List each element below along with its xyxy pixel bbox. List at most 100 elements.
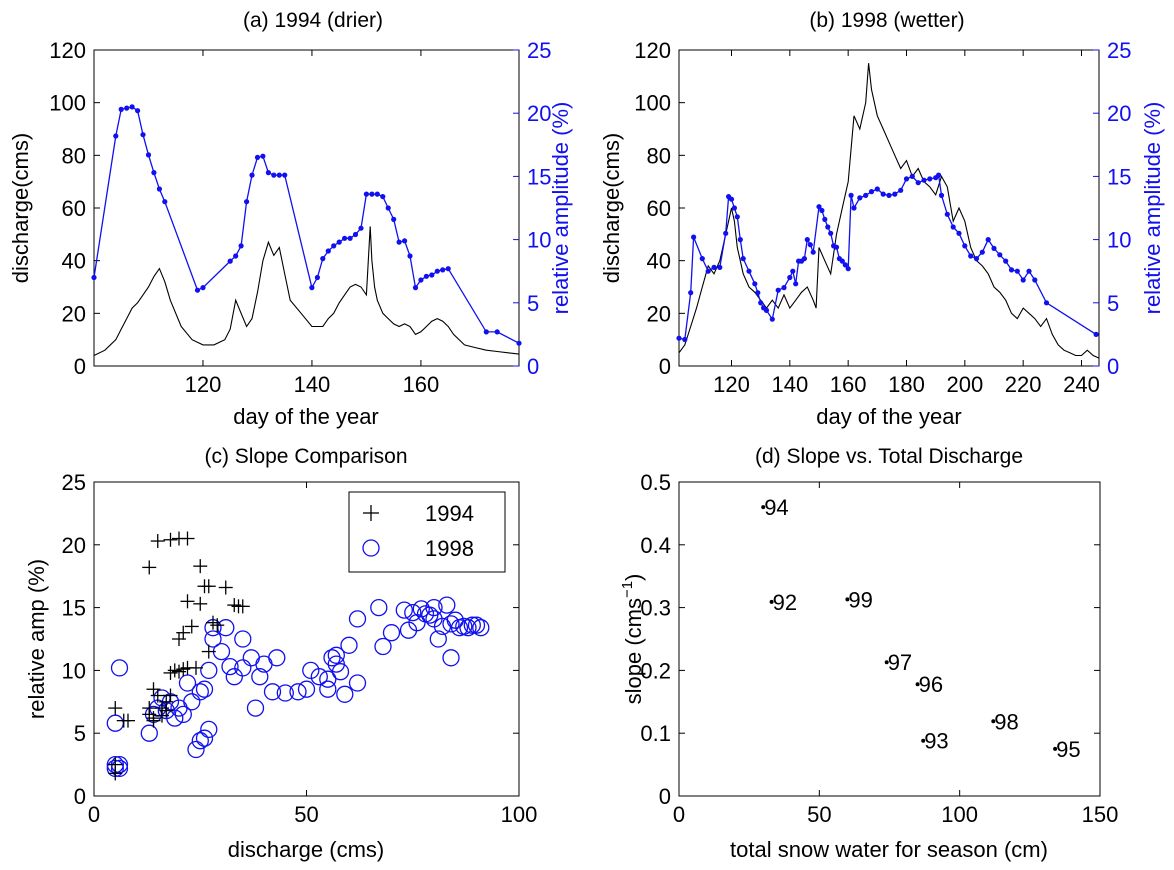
legend-1998-marker (362, 539, 380, 557)
scatter-point-1998 (348, 610, 367, 628)
relative-amplitude-point (320, 256, 326, 262)
relative-amplitude-point (956, 230, 962, 236)
y-tick-label: 20 (62, 533, 86, 558)
panel-a-title: (a) 1994 (drier) (243, 9, 383, 32)
x-tick-label: 100 (941, 802, 978, 827)
relative-amplitude-point (358, 225, 364, 231)
y-tick-label: 10 (62, 658, 86, 683)
y-right-tick-label: 20 (527, 101, 551, 126)
relative-amplitude-point (118, 106, 124, 112)
scatter-point-1998 (166, 709, 184, 727)
relative-amplitude-point (151, 170, 157, 176)
relative-amplitude-point (845, 266, 851, 272)
relative-amplitude-point (968, 253, 974, 259)
scatter-point-1998 (242, 649, 260, 667)
scatter-point-1998 (327, 646, 345, 664)
year-point (915, 682, 920, 687)
relative-amplitude-point (440, 267, 446, 273)
x-tick-label: 0 (88, 802, 100, 827)
scatter-point-1994 (108, 757, 123, 772)
panel-b-ylabel: discharge(cms) (599, 133, 624, 283)
relative-amplitude-point (276, 172, 282, 178)
year-point (761, 505, 766, 510)
scatter-point-1998 (191, 683, 209, 701)
y-right-tick-label: 25 (527, 38, 551, 63)
panel-d-series: 94 92 99 97 96 93 98 95 (761, 495, 1081, 762)
panel-d-title: (d) Slope vs. Total Discharge (755, 445, 1023, 468)
relative-amplitude-point (991, 245, 997, 251)
scatter-point-1994 (193, 559, 208, 574)
relative-amplitude-point (396, 239, 402, 245)
scatter-point-1998 (234, 659, 252, 677)
panel-a-ylabel: discharge(cms) (8, 133, 33, 283)
scatter-point-1998 (195, 680, 214, 698)
relative-amplitude-point (787, 274, 793, 281)
scatter-point-1998 (263, 683, 282, 701)
scatter-point-1998 (195, 729, 214, 747)
relative-amplitude-point (985, 237, 991, 243)
scatter-point-1998 (289, 683, 307, 701)
y-tick-label: 100 (49, 91, 86, 116)
y-tick-label: 0 (74, 354, 86, 379)
relative-amplitude-point (423, 273, 429, 279)
relative-amplitude-point (391, 216, 397, 222)
relative-amplitude-point (962, 243, 968, 249)
relative-amplitude-point (1043, 300, 1050, 306)
relative-amplitude-point (1020, 277, 1026, 283)
y-tick-label: 40 (647, 249, 671, 274)
scatter-point-1994 (176, 625, 191, 640)
y-right-tick-label: 5 (527, 291, 539, 316)
legend-1994-marker (363, 505, 379, 521)
relative-amplitude-point (921, 177, 927, 183)
relative-amplitude-point (325, 248, 331, 254)
relative-amplitude-point (819, 207, 825, 214)
scatter-point-1998 (302, 661, 320, 680)
relative-amplitude-point (790, 268, 796, 274)
relative-amplitude-point (676, 335, 682, 341)
scatter-point-1998 (395, 601, 413, 619)
scatter-point-1998 (297, 680, 316, 698)
y-tick-label: 0.5 (640, 470, 671, 495)
scatter-point-1994 (150, 688, 165, 703)
y-tick-label: 120 (634, 38, 671, 63)
panel-d-xlabel: total snow water for season (cm) (730, 837, 1048, 862)
relative-amplitude-point (1093, 331, 1099, 337)
y-tick-label: 40 (62, 249, 86, 274)
panel-d: (d) Slope vs. Total Discharge 0 50 100 1500… (619, 445, 1118, 862)
relative-amplitude-point (516, 340, 522, 346)
y-right-tick-label: 5 (1107, 291, 1119, 316)
relative-amplitude-point (909, 173, 915, 179)
scatter-point-1998 (370, 598, 388, 617)
relative-amplitude-point (781, 285, 787, 291)
scatter-point-1998 (110, 759, 129, 778)
y-tick-label: 5 (74, 721, 86, 746)
relative-amplitude-point (723, 230, 729, 236)
relative-amplitude-point (915, 180, 921, 186)
scatter-point-1998 (246, 699, 265, 717)
relative-amplitude-point (113, 133, 119, 139)
legend-box (348, 491, 506, 573)
scatter-point-1998 (106, 714, 124, 732)
scatter-point-1998 (374, 637, 392, 656)
relative-amplitude-point (839, 258, 845, 264)
scatter-point-1998 (459, 619, 477, 637)
y-right-tick-label: 0 (1107, 354, 1119, 379)
y-right-tick-label: 10 (1107, 228, 1131, 253)
year-point-label: 99 (848, 587, 872, 612)
x-tick-label: 140 (771, 372, 808, 397)
scatter-point-1994 (201, 644, 216, 659)
relative-amplitude-point (402, 238, 408, 244)
year-point (1053, 746, 1058, 751)
legend-1994-label: 1994 (425, 501, 474, 526)
scatter-point-1994 (210, 618, 225, 633)
scatter-point-1994 (150, 534, 165, 549)
relative-amplitude-point (342, 235, 348, 241)
relative-amplitude-point (804, 237, 810, 243)
relative-amplitude-point (282, 172, 288, 178)
relative-amplitude-point (711, 264, 717, 270)
relative-amplitude-point (863, 192, 869, 198)
x-tick-label: 50 (807, 802, 831, 827)
scatter-point-1998 (212, 642, 231, 661)
x-tick-label: 160 (403, 372, 440, 397)
scatter-point-1998 (268, 649, 286, 667)
